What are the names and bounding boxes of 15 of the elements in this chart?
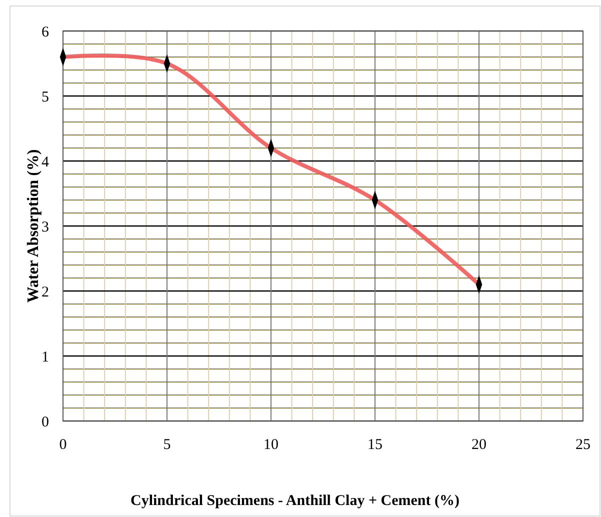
y-axis-title: Water Absorption (%) bbox=[25, 149, 42, 303]
y-tick-label: 4 bbox=[42, 154, 50, 170]
y-tick-label: 2 bbox=[42, 284, 49, 300]
x-axis-title: Cylindrical Specimens - Anthill Clay + Cement (%) bbox=[130, 493, 460, 509]
x-tick-label: 10 bbox=[264, 437, 278, 453]
y-tick-label: 6 bbox=[42, 24, 50, 40]
x-tick-label: 15 bbox=[368, 437, 382, 453]
y-tick-label: 1 bbox=[42, 349, 49, 366]
x-tick-label: 25 bbox=[576, 437, 590, 453]
x-tick-label: 20 bbox=[472, 437, 486, 453]
y-tick-label: 3 bbox=[42, 219, 49, 236]
y-tick-label: 5 bbox=[42, 89, 49, 106]
y-tick-label: 0 bbox=[42, 414, 49, 430]
x-tick-label: 5 bbox=[163, 437, 171, 453]
x-tick-label: 0 bbox=[59, 437, 67, 453]
